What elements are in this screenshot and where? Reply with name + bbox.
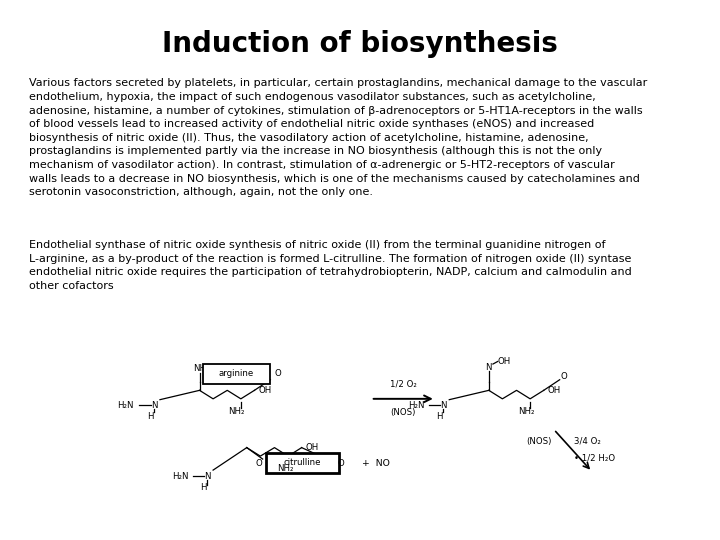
Text: OH: OH — [498, 357, 511, 366]
Text: (NOS): (NOS) — [390, 408, 416, 417]
Text: H: H — [200, 483, 207, 492]
Text: N: N — [485, 362, 492, 372]
Text: Endothelial synthase of nitric oxide synthesis of nitric oxide (II) from the ter: Endothelial synthase of nitric oxide syn… — [29, 240, 631, 291]
Text: N: N — [204, 471, 210, 481]
Text: H₂N: H₂N — [172, 471, 188, 481]
FancyBboxPatch shape — [203, 364, 270, 383]
Text: H: H — [436, 412, 443, 421]
Text: H: H — [148, 412, 154, 421]
Text: O: O — [255, 459, 262, 468]
FancyBboxPatch shape — [266, 453, 339, 472]
Text: NH: NH — [193, 364, 206, 373]
Text: citrulline: citrulline — [284, 458, 321, 468]
Text: N: N — [440, 401, 446, 410]
Text: OH: OH — [306, 443, 319, 452]
Text: O: O — [274, 369, 282, 379]
Text: (NOS): (NOS) — [526, 437, 552, 445]
Text: Induction of biosynthesis: Induction of biosynthesis — [162, 30, 558, 58]
Text: OH: OH — [258, 386, 272, 395]
Text: N: N — [150, 401, 157, 410]
Text: • 1/2 H₂O: • 1/2 H₂O — [575, 454, 616, 463]
Text: 1/2 O₂: 1/2 O₂ — [390, 380, 417, 388]
Text: H₂N: H₂N — [117, 401, 134, 410]
Text: O: O — [560, 372, 567, 381]
Text: NH₂: NH₂ — [518, 407, 534, 416]
Text: +  NO: + NO — [362, 459, 390, 468]
Text: NH₂: NH₂ — [228, 407, 245, 416]
Text: 3/4 O₂: 3/4 O₂ — [575, 437, 601, 445]
Text: O: O — [338, 459, 345, 468]
Text: Various factors secreted by platelets, in particular, certain prostaglandins, me: Various factors secreted by platelets, i… — [29, 78, 647, 197]
Text: NH₂: NH₂ — [277, 464, 293, 474]
Text: arginine: arginine — [219, 369, 254, 379]
Text: H₂N: H₂N — [408, 401, 424, 410]
Text: OH: OH — [548, 386, 561, 395]
